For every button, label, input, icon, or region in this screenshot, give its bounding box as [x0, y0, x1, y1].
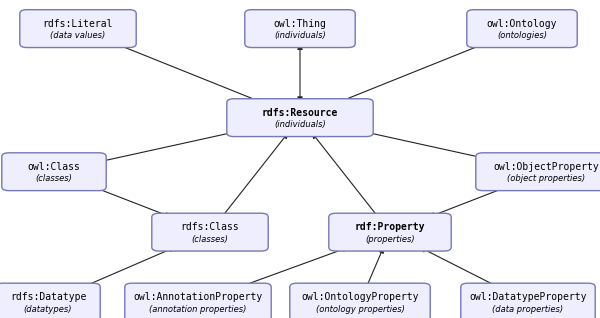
Text: (annotation properties): (annotation properties)	[149, 305, 247, 314]
Text: (data properties): (data properties)	[493, 305, 563, 314]
FancyBboxPatch shape	[329, 213, 451, 251]
Text: owl:Ontology: owl:Ontology	[487, 18, 557, 29]
FancyBboxPatch shape	[0, 283, 100, 318]
FancyBboxPatch shape	[467, 10, 577, 47]
Text: (individuals): (individuals)	[274, 31, 326, 40]
FancyBboxPatch shape	[461, 283, 595, 318]
FancyBboxPatch shape	[20, 10, 136, 47]
FancyBboxPatch shape	[125, 283, 271, 318]
Text: rdfs:Literal: rdfs:Literal	[43, 18, 113, 29]
Text: rdfs:Datatype: rdfs:Datatype	[10, 292, 86, 302]
Text: (object properties): (object properties)	[507, 174, 585, 183]
Text: rdfs:Class: rdfs:Class	[181, 222, 239, 232]
FancyBboxPatch shape	[476, 153, 600, 190]
Text: rdfs:Resource: rdfs:Resource	[262, 107, 338, 118]
Text: (classes): (classes)	[35, 174, 73, 183]
Text: owl:OntologyProperty: owl:OntologyProperty	[301, 292, 419, 302]
Text: owl:AnnotationProperty: owl:AnnotationProperty	[133, 292, 263, 302]
Text: rdf:Property: rdf:Property	[355, 222, 425, 232]
Text: (ontologies): (ontologies)	[497, 31, 547, 40]
Text: owl:Thing: owl:Thing	[274, 18, 326, 29]
Text: (classes): (classes)	[191, 235, 229, 244]
FancyBboxPatch shape	[2, 153, 106, 190]
FancyBboxPatch shape	[227, 99, 373, 136]
Text: owl:Class: owl:Class	[28, 162, 80, 172]
Text: (individuals): (individuals)	[274, 120, 326, 129]
Text: (properties): (properties)	[365, 235, 415, 244]
FancyBboxPatch shape	[290, 283, 430, 318]
Text: (datatypes): (datatypes)	[24, 305, 72, 314]
Text: (ontology properties): (ontology properties)	[316, 305, 404, 314]
Text: (data values): (data values)	[50, 31, 106, 40]
FancyBboxPatch shape	[245, 10, 355, 47]
Text: owl:ObjectProperty: owl:ObjectProperty	[493, 162, 599, 172]
Text: owl:DatatypeProperty: owl:DatatypeProperty	[469, 292, 587, 302]
FancyBboxPatch shape	[152, 213, 268, 251]
